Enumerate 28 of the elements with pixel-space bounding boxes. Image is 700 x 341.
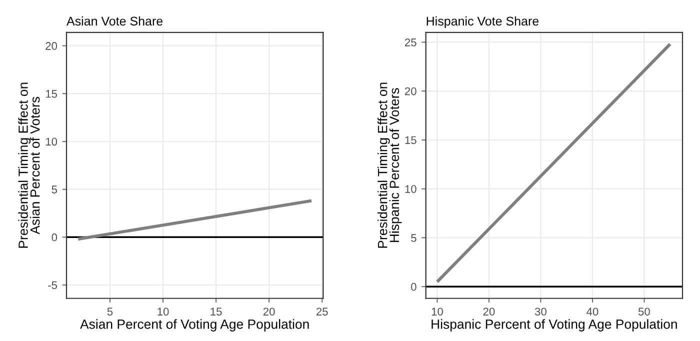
y-tick-label: 15 xyxy=(405,136,416,144)
x-tick-label: 10 xyxy=(432,308,443,316)
y-tick-label: 20 xyxy=(46,42,58,50)
x-tick-label: 5 xyxy=(107,308,113,316)
x-tick-label: 20 xyxy=(483,308,495,316)
x-tick-label: 30 xyxy=(534,308,546,316)
y-tick-label: 20 xyxy=(405,87,416,96)
x-tick-label: 50 xyxy=(638,308,650,316)
x-tick-label: 10 xyxy=(158,308,169,316)
x-axis-title: Hispanic Percent of Voting Age Population xyxy=(432,319,677,332)
chart-title: Hispanic Vote Share xyxy=(426,16,539,28)
x-tick-label: 25 xyxy=(316,308,328,316)
y-tick-label: 5 xyxy=(52,186,58,194)
y-tick-label: 10 xyxy=(405,185,416,193)
x-tick-label: 20 xyxy=(263,308,275,316)
y-tick-label: -5 xyxy=(48,281,58,290)
y-axis-title: Presidential Timing Effect on Hispanic Percent of Voters xyxy=(378,82,402,248)
y-tick-label: 5 xyxy=(411,234,416,242)
y-tick-label: 10 xyxy=(46,138,58,146)
y-tick-label: 15 xyxy=(46,90,58,98)
y-axis-title: Presidential Timing Effect on Asian Percent of Voters xyxy=(18,82,40,248)
y-tick-label: 0 xyxy=(411,282,416,291)
x-axis-title: Asian Percent of Voting Age Population xyxy=(80,319,309,332)
x-tick-label: 40 xyxy=(586,308,598,316)
y-tick-label: 25 xyxy=(405,38,416,46)
y-tick-label: 0 xyxy=(52,233,58,242)
chart-title: Asian Vote Share xyxy=(66,16,163,26)
x-tick-label: 15 xyxy=(210,308,222,316)
